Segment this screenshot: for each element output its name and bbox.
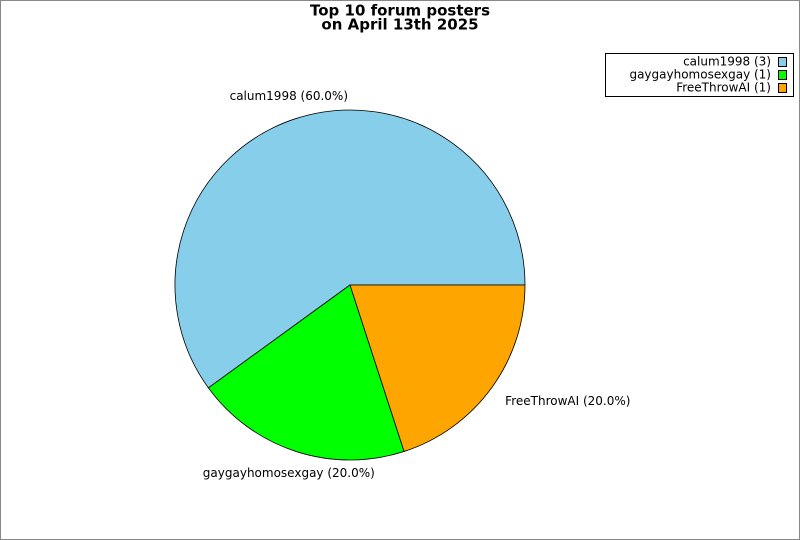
chart-title: on April 13th 2025 (321, 16, 478, 34)
legend-label: calum1998 (3) (683, 55, 771, 69)
legend-swatch (778, 83, 787, 93)
legend-swatch (778, 70, 787, 80)
slice-label: FreeThrowAI (20.0%) (505, 394, 630, 408)
chart-title: Top 10 forum posters (310, 2, 490, 20)
slice-label: calum1998 (60.0%) (230, 89, 348, 103)
pie-slice (174, 109, 526, 389)
pie-slice (349, 284, 526, 452)
legend-box (605, 53, 794, 97)
legend-label: gaygayhomosexgay (1) (629, 68, 771, 82)
legend-label: FreeThrowAI (1) (676, 81, 771, 95)
pie-slice (207, 284, 405, 461)
slice-label: gaygayhomosexgay (20.0%) (203, 466, 375, 480)
legend-swatch (778, 57, 787, 67)
